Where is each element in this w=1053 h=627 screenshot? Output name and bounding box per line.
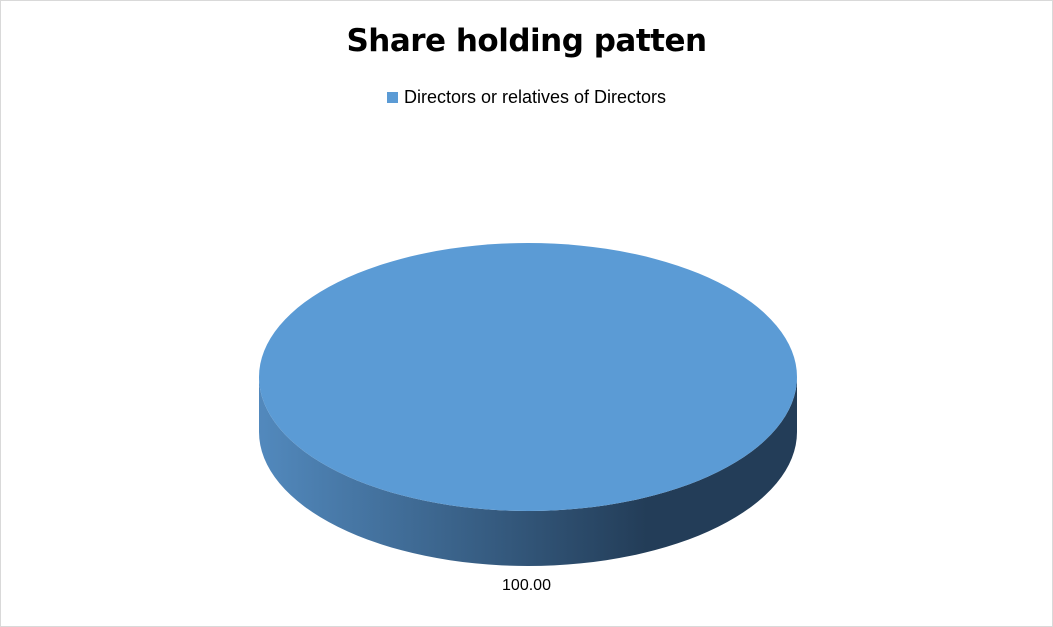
pie-slice	[259, 243, 797, 511]
data-label: 100.00	[502, 577, 551, 594]
legend-label: Directors or relatives of Directors	[403, 87, 667, 107]
legend: Directors or relatives of Directors	[1, 87, 1052, 108]
legend-swatch	[386, 92, 398, 103]
pie-slice-side	[259, 377, 797, 566]
chart-title: Share holding patten	[346, 23, 707, 59]
